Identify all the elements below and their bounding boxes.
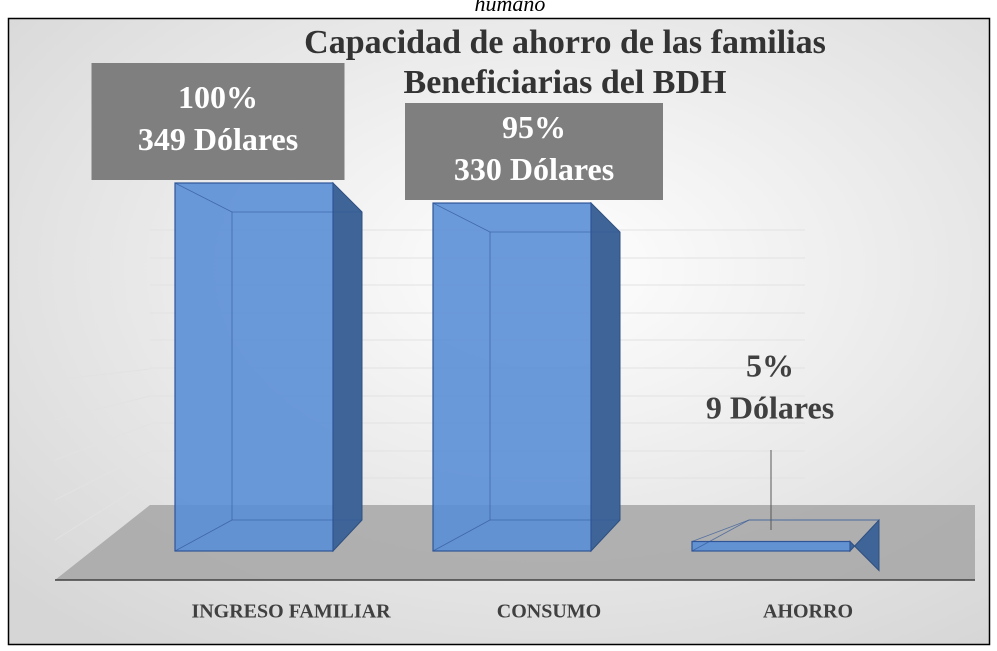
chart-title: Beneficiarias del BDH <box>404 64 727 101</box>
bar-edge <box>691 519 750 552</box>
share-label: 5% <box>746 347 794 383</box>
value-label: 9 Dólares <box>706 389 834 425</box>
bar-edge <box>432 519 491 552</box>
label-box <box>91 63 345 180</box>
bar <box>691 540 851 552</box>
bar-edge <box>174 182 233 213</box>
x-tick-label: INGRESO FAMILIAR <box>191 601 391 623</box>
bar-edge <box>432 202 491 233</box>
bar-side <box>590 201 621 553</box>
value-label: 349 Dólares <box>138 121 298 157</box>
bar-side <box>332 181 363 553</box>
share-label: 95% <box>502 109 566 145</box>
bar-edge <box>691 519 750 542</box>
x-tick-label: AHORRO <box>763 601 853 623</box>
chart-title: Capacidad de ahorro de las familias <box>304 24 826 61</box>
caption: humano <box>475 0 546 16</box>
value-label: 330 Dólares <box>454 151 614 187</box>
bar <box>432 202 592 552</box>
bar-edge <box>174 519 233 552</box>
x-tick-label: CONSUMO <box>497 601 601 623</box>
label-box <box>405 103 663 200</box>
share-label: 100% <box>178 79 258 115</box>
bar <box>174 182 334 552</box>
